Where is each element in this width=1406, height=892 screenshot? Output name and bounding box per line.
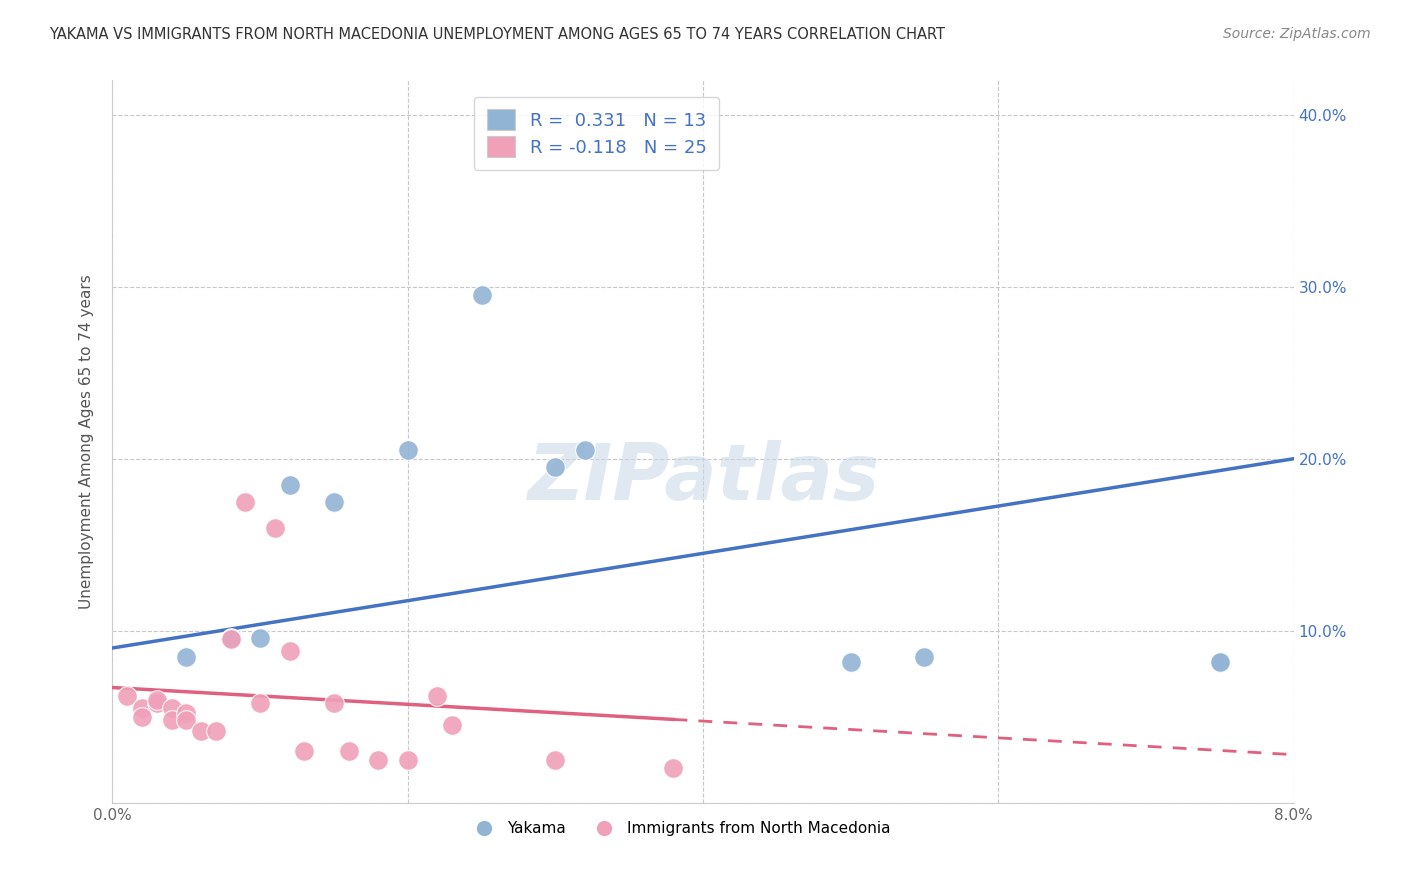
- Point: [292, 744, 315, 758]
- Point: [1208, 655, 1232, 669]
- Point: [264, 520, 287, 534]
- Text: ZIPatlas: ZIPatlas: [527, 440, 879, 516]
- Point: [471, 288, 494, 302]
- Point: [396, 443, 419, 458]
- Point: [323, 494, 346, 508]
- Point: [249, 631, 271, 645]
- Point: [190, 723, 212, 738]
- Point: [544, 753, 567, 767]
- Point: [426, 689, 449, 703]
- Point: [219, 632, 242, 647]
- Point: [146, 696, 169, 710]
- Point: [839, 655, 862, 669]
- Text: YAKAMA VS IMMIGRANTS FROM NORTH MACEDONIA UNEMPLOYMENT AMONG AGES 65 TO 74 YEARS: YAKAMA VS IMMIGRANTS FROM NORTH MACEDONI…: [49, 27, 945, 42]
- Point: [117, 689, 138, 703]
- Point: [574, 443, 596, 458]
- Point: [160, 701, 183, 715]
- Point: [914, 649, 936, 664]
- Point: [131, 710, 153, 724]
- Point: [367, 753, 389, 767]
- Point: [131, 701, 153, 715]
- Point: [174, 706, 197, 721]
- Point: [278, 644, 301, 658]
- Point: [337, 744, 360, 758]
- Point: [278, 477, 301, 491]
- Point: [662, 761, 685, 775]
- Point: [396, 753, 419, 767]
- Point: [233, 494, 256, 508]
- Point: [1208, 655, 1232, 669]
- Point: [174, 649, 197, 664]
- Point: [146, 692, 169, 706]
- Y-axis label: Unemployment Among Ages 65 to 74 years: Unemployment Among Ages 65 to 74 years: [79, 274, 94, 609]
- Text: Source: ZipAtlas.com: Source: ZipAtlas.com: [1223, 27, 1371, 41]
- Point: [323, 696, 346, 710]
- Point: [205, 723, 228, 738]
- Point: [160, 713, 183, 727]
- Legend: Yakama, Immigrants from North Macedonia: Yakama, Immigrants from North Macedonia: [463, 815, 896, 842]
- Point: [441, 718, 464, 732]
- Point: [219, 631, 242, 645]
- Point: [174, 713, 197, 727]
- Point: [249, 696, 271, 710]
- Point: [544, 460, 567, 475]
